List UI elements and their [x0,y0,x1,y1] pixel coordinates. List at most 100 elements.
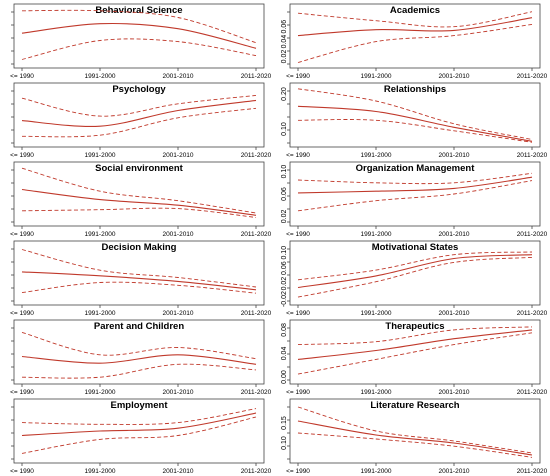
x-tick-label: 2001-2010 [438,389,469,396]
x-tick-label: <= 1990 [10,152,34,159]
panel-7: Decision Making <= 1990 1991-2000 2001-2010… [10,240,272,317]
y-tick-label: 0.06 [281,20,288,34]
estimate-line [21,99,257,128]
ci-lower-line [21,107,257,138]
x-tick-label: 1991-2000 [360,73,391,80]
x-tick-label: 2001-2010 [162,389,193,396]
plot-frame [289,319,541,385]
panel-title: Relationships [384,84,446,95]
x-tick-label: 2011-2020 [241,310,272,317]
panel-title: Therapeutics [385,321,444,332]
x-tick-label: 2001-2010 [438,468,469,475]
panel-title: Parent and Children [94,321,184,332]
panel-title: Academics [390,5,440,16]
x-tick-label: 2001-2010 [438,73,469,80]
y-tick-label: 0.08 [281,323,288,337]
x-tick-label: 1991-2000 [360,310,391,317]
panel-title: Organization Management [356,163,476,174]
panel-10: Therapeutics <= 1990 1991-2000 2001-2010 201… [281,319,548,396]
x-tick-label: 2011-2020 [517,73,548,80]
panel-title: Behavioral Science [95,5,182,16]
ci-upper-line [21,94,257,117]
x-tick-label: 1991-2000 [360,231,391,238]
plot-frame [13,319,265,385]
x-tick-label: 2011-2020 [241,389,272,396]
plot-frame [289,240,541,306]
x-tick-label: 1991-2000 [360,389,391,396]
ci-lower-line [21,363,257,379]
ci-lower-line [297,256,533,298]
ci-upper-line [21,408,257,425]
y-tick-label: 0.04 [281,347,288,361]
x-tick-label: 1991-2000 [84,231,115,238]
estimate-line [297,254,533,289]
x-tick-label: 1991-2000 [84,73,115,80]
plot-frame [13,161,265,227]
plot-frame [13,3,265,69]
ci-lower-line [21,416,257,454]
panel-4: Relationships <= 1990 1991-2000 2001-2010 20… [281,82,548,159]
estimate-line [297,329,533,360]
x-tick-label: 2001-2010 [438,310,469,317]
plot-frame [289,398,541,464]
x-tick-label: <= 1990 [10,231,34,238]
estimate-line [21,22,257,49]
y-tick-label: 0.06 [281,187,288,201]
ci-upper-line [21,249,257,288]
x-tick-label: <= 1990 [286,231,310,238]
panel-11: Employment <= 1990 1991-2000 2001-2010 2011-… [10,398,272,475]
estimate-line [297,176,533,194]
panel-title: Literature Research [370,400,459,411]
x-tick-label: 2011-2020 [517,152,548,159]
x-tick-label: 2001-2010 [162,310,193,317]
ci-lower-line [297,23,533,63]
estimate-line [21,271,257,291]
ci-upper-line [297,88,533,140]
x-tick-label: <= 1990 [286,310,310,317]
y-tick-label: 0.10 [281,122,288,136]
x-tick-label: 2011-2020 [241,468,272,475]
panel-3: Psychology <= 1990 1991-2000 2001-2010 2011-… [10,82,272,159]
x-tick-label: 2011-2020 [517,310,548,317]
x-tick-label: 2011-2020 [517,468,548,475]
y-tick-label: -0.02 [281,291,288,307]
x-tick-label: 2001-2010 [438,231,469,238]
x-tick-label: 1991-2000 [360,152,391,159]
y-tick-label: 0.20 [281,87,288,101]
plot-frame [289,82,541,148]
x-tick-label: <= 1990 [10,310,34,317]
x-tick-label: 1991-2000 [360,468,391,475]
estimate-line [297,105,533,142]
y-tick-label: 0.06 [281,261,288,275]
y-tick-label: 0.10 [281,246,288,260]
y-tick-label: 0.04 [281,35,288,49]
ci-upper-line [21,331,257,360]
y-tick-label: 0.02 [281,209,288,223]
panel-title: Social environment [95,163,183,174]
ci-upper-line [297,172,533,185]
panel-title: Psychology [112,84,166,95]
estimate-line [297,17,533,37]
panel-title: Employment [110,400,168,411]
panel-title: Decision Making [102,242,177,253]
x-tick-label: 1991-2000 [84,468,115,475]
x-tick-label: 2011-2020 [517,231,548,238]
y-tick-label: 0.02 [281,50,288,64]
x-tick-label: 2011-2020 [241,73,272,80]
ci-lower-line [297,119,533,143]
x-tick-label: <= 1990 [10,73,34,80]
x-tick-label: <= 1990 [286,389,310,396]
y-tick-label: 0.15 [281,416,288,430]
ci-lower-line [21,38,257,60]
ci-lower-line [297,432,533,458]
plot-frame [289,161,541,227]
ci-lower-line [297,180,533,212]
x-tick-label: <= 1990 [286,73,310,80]
x-tick-label: <= 1990 [286,468,310,475]
estimate-line [297,420,533,456]
ci-lower-line [297,332,533,375]
ci-upper-line [297,406,533,454]
plot-frame [13,398,265,464]
ci-upper-line [297,251,533,281]
